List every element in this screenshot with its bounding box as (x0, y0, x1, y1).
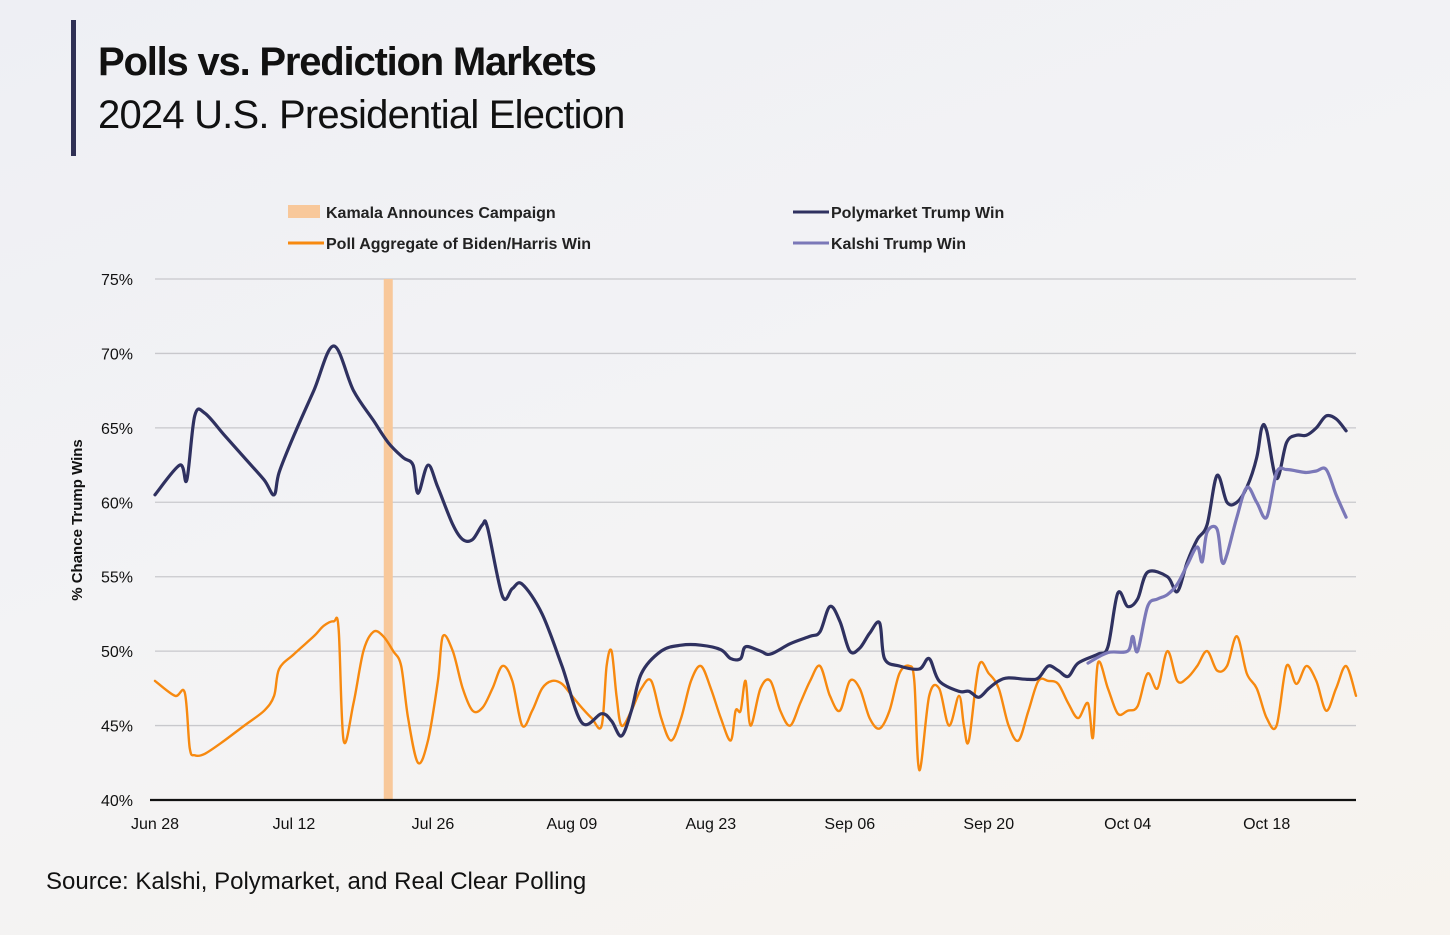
series-lines (153, 344, 1358, 772)
kalshi-line (1086, 466, 1348, 665)
x-tick-label: Aug 23 (685, 816, 736, 833)
legend-kalshi-label: Kalshi Trump Win (831, 236, 966, 253)
y-tick-label: 60% (101, 495, 133, 512)
gridlines (155, 278, 1356, 727)
x-tick-label: Jul 12 (273, 816, 316, 833)
polymarket-line (153, 344, 1348, 738)
y-tick-label: 45% (101, 719, 133, 736)
axes: 40% 45% 50% 55% 60% 65% 70% 75% Jun 28 Jul 12 Jul … (101, 272, 1356, 833)
y-tick-label: 50% (101, 644, 133, 661)
y-tick-label: 40% (101, 793, 133, 810)
x-tick-label: Oct 18 (1243, 816, 1290, 833)
chart-subtitle: 2024 U.S. Presidential Election (98, 93, 625, 137)
source-note: Source: Kalshi, Polymarket, and Real Cle… (46, 868, 587, 895)
x-tick-label: Sep 20 (963, 816, 1014, 833)
y-tick-label: 55% (101, 570, 133, 587)
y-axis-label: % Chance Trump Wins (69, 439, 86, 601)
x-tick-label: Jun 28 (131, 816, 179, 833)
legend-kamala-swatch (288, 205, 320, 218)
x-tick-label: Sep 06 (824, 816, 875, 833)
legend-polymarket-label: Polymarket Trump Win (831, 205, 1004, 222)
chart-title: Polls vs. Prediction Markets (98, 40, 597, 84)
chart-legend: Kamala Announces Campaign Polymarket Trum… (288, 205, 1004, 253)
x-tick-label: Jul 26 (412, 816, 455, 833)
x-tick-label: Aug 09 (547, 816, 598, 833)
poll-aggregate-line (153, 616, 1358, 772)
legend-kamala-label: Kamala Announces Campaign (326, 205, 556, 222)
kamala-band-mark (383, 279, 393, 800)
title-accent-bar (71, 20, 76, 156)
legend-poll-label: Poll Aggregate of Biden/Harris Win (326, 236, 591, 253)
y-tick-label: 65% (101, 421, 133, 438)
kamala-announcement-band (383, 279, 393, 800)
x-tick-label: Oct 04 (1104, 816, 1151, 833)
y-tick-label: 70% (101, 346, 133, 363)
y-tick-label: 75% (101, 272, 133, 289)
